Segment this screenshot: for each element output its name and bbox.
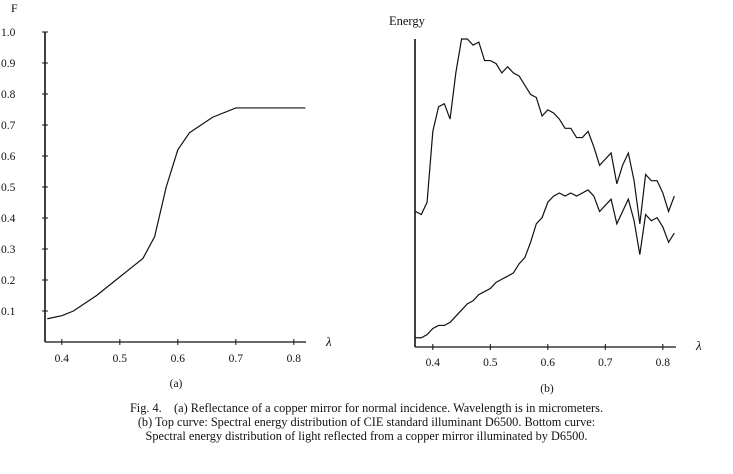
reflectance-curve	[47, 107, 306, 320]
y-tick-label: 0.8	[1, 89, 16, 101]
panel-b-chart: Energy λ 0.4 0.5 0.6 0.7 0.8 (b)	[389, 14, 702, 395]
y-tick-label: 0.9	[1, 58, 16, 70]
illuminant-d6500-curve	[415, 38, 675, 224]
caption-line-1: Fig. 4. (a) Reflectance of a copper mirr…	[129, 401, 604, 415]
reflected-light-curve	[415, 189, 675, 339]
x-tick-label: 0.7	[229, 353, 244, 365]
y-tick-label: 0.4	[1, 213, 16, 225]
x-tick-label: 0.5	[113, 353, 128, 365]
panel-a-chart: Fλ 0.1 0.2 0.3 0.4 0.5 0.6 0.7 0.8 0.9 1.0 0.4 0.5 0.…	[1, 1, 332, 390]
x-tick-label: 0.8	[656, 357, 671, 369]
panel-label-b: (b)	[540, 383, 554, 395]
y-tick-label: 0.3	[1, 244, 16, 256]
x-tick-label: 0.6	[171, 353, 186, 365]
y-axis-label: Energy	[389, 14, 426, 28]
panel-label-a: (a)	[170, 378, 183, 390]
x-tick-label: 0.6	[541, 357, 556, 369]
x-tick-label: 0.4	[426, 357, 441, 369]
x-tick-label: 0.4	[55, 353, 70, 365]
x-tick-label: 0.5	[483, 357, 498, 369]
caption-line-2: (b) Top curve: Spectral energy distribut…	[137, 415, 596, 429]
y-tick-label: 0.6	[1, 151, 16, 163]
x-axis-label: λ	[325, 334, 332, 349]
x-axis-label: λ	[695, 338, 702, 353]
x-tick-label: 0.7	[598, 357, 613, 369]
y-tick-label: 0.7	[1, 120, 16, 132]
y-tick-label: 1.0	[1, 27, 16, 39]
y-tick-label: 0.1	[1, 306, 16, 318]
x-tick-label: 0.8	[287, 353, 302, 365]
y-tick-label: 0.2	[1, 275, 16, 287]
caption-line-3: Spectral energy distribution of light re…	[145, 429, 588, 443]
y-tick-label: 0.5	[1, 182, 16, 194]
y-axis-label: F	[11, 1, 18, 15]
figure-caption: Fig. 4. (a) Reflectance of a copper mirr…	[0, 401, 733, 443]
